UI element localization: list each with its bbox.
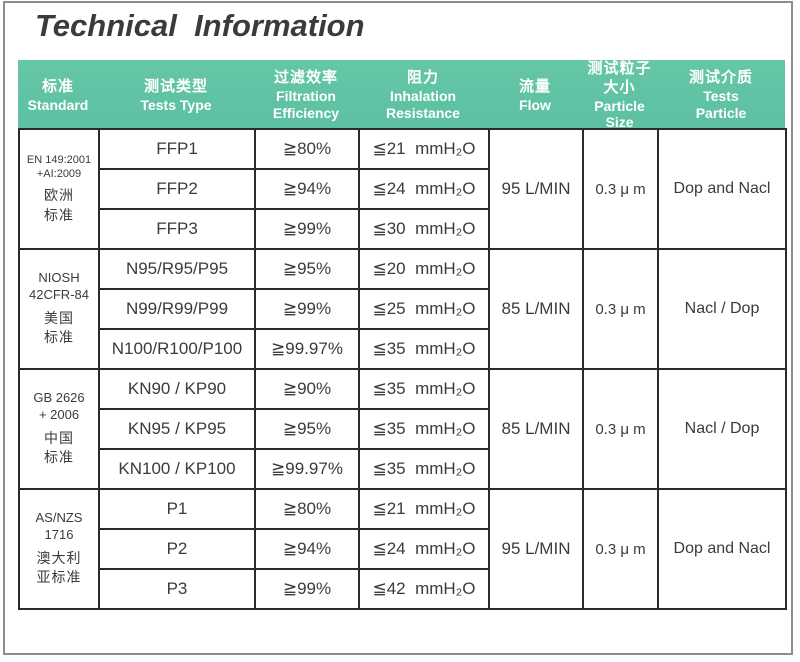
col-header-tests-type-en: Tests Type [140,96,212,113]
standard-code: AS/NZS 1716 [35,510,83,542]
resistance-cell: ≦24 mmH₂O [358,528,490,570]
test-type-cell: FFP2 [98,168,256,210]
col-header-tests-particle-en: Tests Particle [695,88,747,121]
col-header-particle-size: 测试粒子大小 Particle Size [582,60,657,131]
table-row: P2 ≧94% ≦24 mmH₂O [19,528,786,570]
col-header-inhalation-resistance-zh: 阻力 [406,69,439,87]
col-header-particle-size-zh: 测试粒子大小 [587,60,652,96]
particle-size-cell: 0.3 μ m [582,128,659,250]
efficiency-cell: ≧99% [254,208,360,250]
efficiency-cell: ≧99% [254,288,360,330]
col-header-filtration-efficiency-en: Filtration Efficiency [272,88,340,121]
flow-cell: 95 L/MIN [488,128,584,250]
flow-cell: 85 L/MIN [488,248,584,370]
col-header-flow-zh: 流量 [518,77,551,95]
table-row: P3 ≧99% ≦42 mmH₂O [19,568,786,610]
col-header-tests-type-zh: 测试类型 [143,77,208,95]
test-type-cell: KN100 / KP100 [98,448,256,490]
test-type-cell: P1 [98,488,256,530]
col-header-standard: 标准 Standard [18,78,98,114]
col-header-standard-en: Standard [27,96,89,113]
col-header-flow: 流量 Flow [488,78,582,114]
efficiency-cell: ≧99.97% [254,448,360,490]
efficiency-cell: ≧99% [254,568,360,610]
col-header-particle-size-en: Particle Size [594,97,645,131]
standard-name-zh: 中国 标准 [44,429,74,466]
efficiency-cell: ≧80% [254,488,360,530]
test-type-cell: KN90 / KP90 [98,368,256,410]
col-header-inhalation-resistance: 阻力 Inhalation Resistance [358,69,488,121]
resistance-cell: ≦21 mmH₂O [358,128,490,170]
standard-name-zh: 美国 标准 [44,309,74,346]
test-type-cell: P2 [98,528,256,570]
resistance-cell: ≦35 mmH₂O [358,448,490,490]
particle-size-cell: 0.3 μ m [582,248,659,370]
col-header-tests-type: 测试类型 Tests Type [98,78,254,114]
test-type-cell: P3 [98,568,256,610]
technical-information-table: 标准 Standard 测试类型 Tests Type 过滤效率 Filtrat… [18,60,787,610]
standard-code: NIOSH 42CFR-84 [29,270,89,302]
test-type-cell: N99/R99/P99 [98,288,256,330]
resistance-cell: ≦24 mmH₂O [358,168,490,210]
resistance-cell: ≦21 mmH₂O [358,488,490,530]
particle-size-cell: 0.3 μ m [582,488,659,610]
table-row: FFP3 ≧99% ≦30 mmH₂O [19,208,786,250]
standard-code: EN 149:2001 +AI:2009 [26,153,92,180]
test-particle-cell: Nacl / Dop [657,248,787,370]
standard-cell-en149: EN 149:2001 +AI:2009 欧洲 标准 [18,128,100,250]
table-row: KN95 / KP95 ≧95% ≦35 mmH₂O [19,408,786,450]
standard-cell-niosh: NIOSH 42CFR-84 美国 标准 [18,248,100,370]
standard-code: GB 2626 + 2006 [33,390,85,422]
resistance-cell: ≦35 mmH₂O [358,408,490,450]
efficiency-cell: ≧95% [254,408,360,450]
efficiency-cell: ≧94% [254,528,360,570]
table-row: N99/R99/P99 ≧99% ≦25 mmH₂O [19,288,786,330]
resistance-cell: ≦42 mmH₂O [358,568,490,610]
efficiency-cell: ≧90% [254,368,360,410]
flow-cell: 85 L/MIN [488,368,584,490]
col-header-flow-en: Flow [519,96,551,113]
resistance-cell: ≦20 mmH₂O [358,248,490,290]
table-row: EN 149:2001 +AI:2009 欧洲 标准 FFP1 ≧80% ≦21… [18,128,787,250]
table-row: N100/R100/P100 ≧99.97% ≦35 mmH₂O [19,328,786,370]
col-header-inhalation-resistance-en: Inhalation Resistance [386,88,460,121]
standard-cell-gb2626: GB 2626 + 2006 中国 标准 [18,368,100,490]
table-row: FFP2 ≧94% ≦24 mmH₂O [19,168,786,210]
particle-size-cell: 0.3 μ m [582,368,659,490]
resistance-cell: ≦35 mmH₂O [358,368,490,410]
test-type-cell: FFP3 [98,208,256,250]
col-header-standard-zh: 标准 [41,77,74,95]
col-header-tests-particle-zh: 测试介质 [688,69,753,87]
table-row: GB 2626 + 2006 中国 标准 KN90 / KP90 ≧90% ≦3… [18,368,787,490]
resistance-cell: ≦25 mmH₂O [358,288,490,330]
test-particle-cell: Nacl / Dop [657,368,787,490]
table-header-row: 标准 Standard 测试类型 Tests Type 过滤效率 Filtrat… [18,60,785,131]
efficiency-cell: ≧95% [254,248,360,290]
col-header-filtration-efficiency: 过滤效率 Filtration Efficiency [254,69,358,121]
test-particle-cell: Dop and Nacl [657,128,787,250]
test-type-cell: N95/R95/P95 [98,248,256,290]
table-body: EN 149:2001 +AI:2009 欧洲 标准 FFP1 ≧80% ≦21… [18,128,787,610]
standard-name-zh: 欧洲 标准 [44,187,74,223]
test-type-cell: N100/R100/P100 [98,328,256,370]
col-header-tests-particle: 测试介质 Tests Particle [657,69,785,121]
efficiency-cell: ≧99.97% [254,328,360,370]
efficiency-cell: ≧80% [254,128,360,170]
standard-name-zh: 澳大利 亚标准 [36,549,82,586]
resistance-cell: ≦35 mmH₂O [358,328,490,370]
col-header-filtration-efficiency-zh: 过滤效率 [273,69,338,87]
resistance-cell: ≦30 mmH₂O [358,208,490,250]
page-title: Technical Information [35,8,365,43]
table-row: KN100 / KP100 ≧99.97% ≦35 mmH₂O [19,448,786,490]
test-type-cell: FFP1 [98,128,256,170]
table-row: AS/NZS 1716 澳大利 亚标准 P1 ≧80% ≦21 mmH₂O 95… [18,488,787,610]
table-row: NIOSH 42CFR-84 美国 标准 N95/R95/P95 ≧95% ≦2… [18,248,787,370]
efficiency-cell: ≧94% [254,168,360,210]
flow-cell: 95 L/MIN [488,488,584,610]
test-type-cell: KN95 / KP95 [98,408,256,450]
page-frame: Technical Information 标准 Standard 测试类型 T… [3,1,793,655]
standard-cell-asnzs: AS/NZS 1716 澳大利 亚标准 [18,488,100,610]
test-particle-cell: Dop and Nacl [657,488,787,610]
